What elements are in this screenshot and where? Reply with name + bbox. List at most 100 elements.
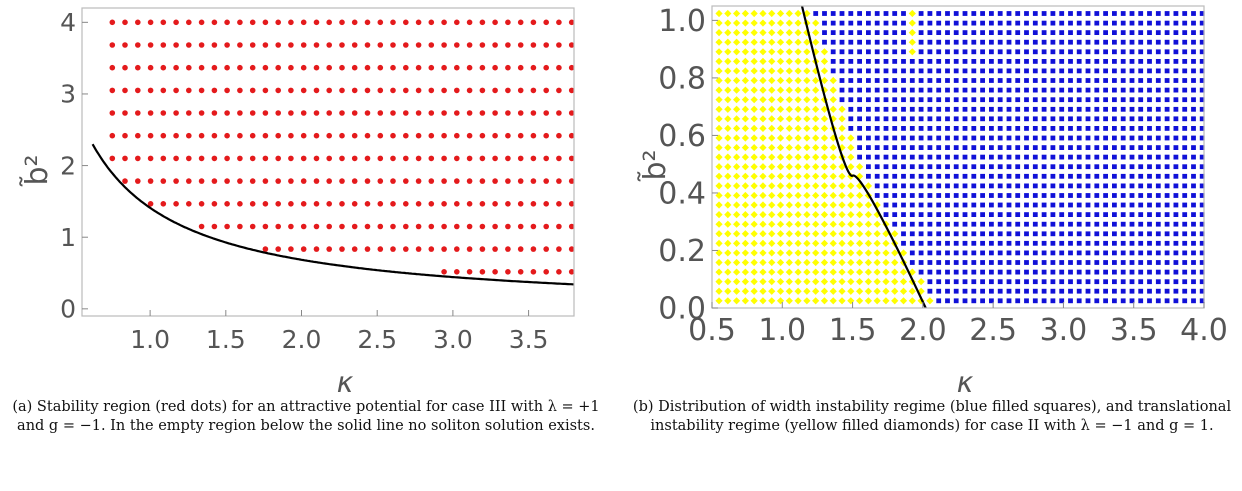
b-width-point	[1024, 250, 1029, 256]
b-translational-point	[812, 134, 820, 142]
b-width-point	[1059, 183, 1065, 189]
b-width-point	[1006, 164, 1012, 170]
b-translational-point	[724, 57, 732, 65]
b-width-point	[936, 202, 942, 208]
b-translational-point	[776, 67, 785, 75]
b-translational-point	[785, 163, 793, 171]
b-width-point	[857, 68, 862, 74]
a-stable-point	[249, 19, 256, 26]
b-width-point	[1085, 154, 1091, 160]
b-width-point	[1041, 240, 1047, 246]
b-width-point	[1199, 39, 1205, 45]
b-width-point	[1138, 59, 1144, 64]
b-translational-point	[820, 297, 829, 305]
b-width-point	[962, 116, 968, 122]
a-stable-point	[415, 223, 422, 230]
a-stable-point	[403, 155, 409, 162]
b-width-point	[997, 30, 1003, 35]
a-stable-point	[147, 132, 154, 139]
b-translational-point	[812, 153, 820, 161]
b-width-point	[1182, 106, 1188, 112]
b-width-point	[989, 68, 994, 74]
b-width-point	[909, 260, 915, 265]
b-width-point	[989, 193, 994, 198]
a-stable-point	[300, 201, 307, 207]
a-stable-point	[377, 42, 384, 48]
b-width-point	[1068, 183, 1073, 189]
b-translational-point	[820, 258, 829, 267]
a-stable-point	[568, 42, 575, 48]
b-width-point	[962, 250, 968, 256]
b-width-point	[883, 20, 889, 26]
b-translational-point	[715, 86, 723, 94]
b-translational-point	[847, 258, 855, 267]
b-width-point	[971, 59, 977, 64]
b-width-point	[1155, 11, 1161, 16]
a-stable-point	[568, 64, 575, 71]
b-width-point	[1041, 231, 1047, 237]
b-width-point	[971, 250, 977, 256]
b-width-point	[1112, 59, 1117, 64]
b-width-point	[997, 231, 1003, 237]
b-translational-point	[776, 19, 785, 27]
b-width-point	[927, 126, 933, 131]
b-width-point	[971, 106, 977, 112]
b-width-point	[1191, 288, 1196, 294]
a-stable-point	[109, 110, 116, 116]
b-width-point	[1129, 212, 1135, 217]
b-width-point	[997, 106, 1003, 112]
b-width-point	[1041, 260, 1047, 265]
b-width-point	[874, 49, 880, 55]
a-stable-point	[530, 223, 537, 230]
a-stable-point	[479, 246, 486, 252]
b-translational-point	[741, 163, 749, 171]
b-width-point	[1041, 11, 1047, 16]
b-translational-point	[908, 287, 916, 295]
b-translational-point	[864, 201, 872, 209]
a-stable-point	[530, 110, 537, 116]
b-width-point	[857, 49, 862, 55]
a-stable-point	[390, 201, 396, 207]
b-translational-point	[741, 220, 749, 228]
b-width-point	[822, 11, 827, 16]
b-width-point	[980, 39, 985, 45]
b-width-point	[1041, 298, 1047, 304]
b-translational-point	[908, 9, 916, 18]
b-width-point	[1129, 279, 1135, 285]
b-width-point	[866, 164, 871, 170]
b-translational-point	[838, 220, 846, 228]
b-width-point	[1164, 240, 1170, 246]
b-width-point	[918, 164, 924, 170]
b-translational-point	[794, 143, 802, 152]
b-width-point	[1147, 183, 1152, 189]
b-width-point	[1182, 250, 1188, 256]
b-width-point	[1164, 11, 1170, 16]
b-width-point	[1041, 269, 1047, 275]
b-width-point	[1173, 298, 1179, 304]
a-stable-point	[403, 246, 409, 252]
b-width-point	[883, 11, 889, 16]
a-stable-point	[403, 110, 409, 116]
b-width-point	[927, 221, 933, 227]
b-translational-point	[715, 96, 723, 104]
b-width-point	[971, 279, 977, 285]
b-width-point	[945, 11, 950, 16]
b-translational-point	[847, 230, 855, 238]
b-width-point	[1120, 212, 1126, 217]
b-translational-point	[785, 268, 793, 276]
b-translational-point	[715, 249, 723, 257]
b-width-point	[1024, 39, 1029, 45]
b-width-point	[1173, 183, 1179, 189]
b-translational-point	[891, 230, 899, 238]
a-stable-point	[249, 223, 256, 230]
b-translational-point	[715, 143, 723, 152]
b-width-point	[1112, 68, 1117, 74]
b-width-point	[1199, 250, 1205, 256]
b-translational-point	[829, 105, 837, 113]
b-width-point	[1120, 87, 1126, 93]
b-width-point	[1138, 87, 1144, 93]
a-stable-point	[186, 110, 192, 116]
b-width-point	[1120, 116, 1126, 122]
b-translational-point	[803, 287, 811, 295]
b-translational-point	[820, 105, 829, 113]
